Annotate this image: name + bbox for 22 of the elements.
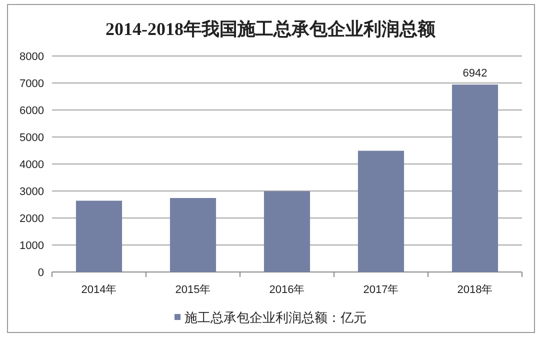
y-tick-label: 5000 [20, 132, 44, 144]
x-tick-label: 2016年 [269, 284, 305, 296]
x-tick-label: 2014年 [81, 284, 117, 296]
data-label: 6942 [462, 68, 488, 80]
x-tick-label: 2017年 [363, 284, 399, 296]
y-tick-label: 8000 [20, 51, 44, 63]
bar [76, 200, 122, 272]
y-tick-label: 1000 [20, 240, 44, 252]
bar [264, 191, 310, 272]
bar [452, 84, 498, 272]
y-tick-label: 4000 [20, 159, 44, 171]
bar [170, 198, 216, 272]
chart-title: 2014-2018年我国施工总承包企业利润总额 [106, 19, 436, 39]
bar [358, 150, 404, 272]
y-tick-label: 6000 [20, 105, 44, 117]
y-tick-label: 3000 [20, 186, 44, 198]
y-tick-label: 0 [38, 267, 44, 279]
legend-label: 施工总承包企业利润总额：亿元 [184, 310, 366, 325]
y-tick-label: 2000 [20, 213, 44, 225]
x-tick-label: 2015年 [175, 284, 211, 296]
y-tick-label: 7000 [20, 78, 44, 90]
x-tick-label: 2018年 [457, 284, 493, 296]
